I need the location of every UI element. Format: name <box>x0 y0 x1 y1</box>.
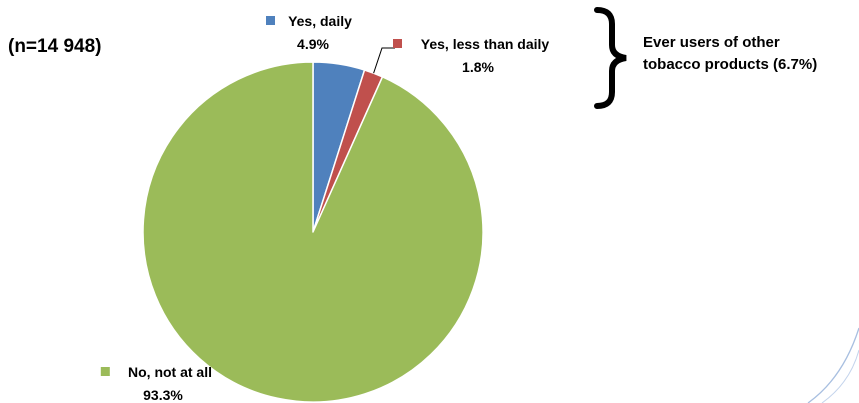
leader-lines <box>373 47 395 74</box>
decorative-swoosh-2 <box>821 349 859 403</box>
pie-slices <box>142 61 484 403</box>
slice-label-name: No, not at all <box>128 364 212 380</box>
slice-label-value: 4.9% <box>297 36 329 52</box>
slice-label-no-not-at-all: No, not at all 93.3% <box>100 364 212 403</box>
slice-label-name: Yes, daily <box>288 13 352 29</box>
slice-labels: Yes, daily 4.9% Yes, less than daily 1.8% No… <box>100 13 549 403</box>
legend-swatch <box>393 39 402 48</box>
slice-label-name: Yes, less than daily <box>421 36 550 52</box>
brace-annotation-line-2: tobacco products (6.7%) <box>643 56 817 73</box>
slice-label-value: 93.3% <box>143 387 183 403</box>
decorative-swoosh <box>807 327 859 403</box>
pie-slice-no-not-at-all <box>142 61 484 403</box>
slice-label-yes-daily: Yes, daily 4.9% <box>266 13 352 52</box>
curly-brace <box>594 7 627 109</box>
leader-line <box>373 47 395 74</box>
sample-size-note: (n=14 948) <box>8 36 101 57</box>
legend-swatch <box>100 367 110 376</box>
legend-swatch <box>266 16 275 25</box>
slice-label-yes-less-than-daily: Yes, less than daily 1.8% <box>393 36 549 75</box>
slice-label-value: 1.8% <box>462 59 494 75</box>
brace-annotation-line-1: Ever users of other <box>643 34 780 51</box>
